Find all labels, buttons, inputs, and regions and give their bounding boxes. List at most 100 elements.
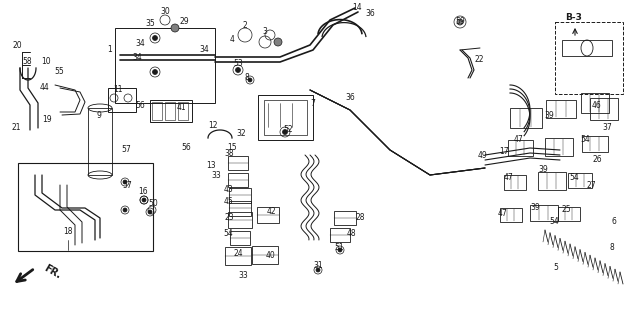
Bar <box>88 108 112 175</box>
Text: 8: 8 <box>610 244 614 252</box>
Text: 58: 58 <box>22 57 32 66</box>
Text: 54: 54 <box>223 229 233 238</box>
Circle shape <box>153 69 158 75</box>
Text: 54: 54 <box>549 218 559 227</box>
Bar <box>582 136 608 152</box>
Bar <box>225 247 251 265</box>
Circle shape <box>123 208 127 212</box>
Text: 39: 39 <box>538 165 548 174</box>
Text: B-3: B-3 <box>566 13 582 22</box>
Text: 38: 38 <box>224 148 234 157</box>
Bar <box>150 100 192 122</box>
Text: 44: 44 <box>40 84 50 92</box>
Text: 29: 29 <box>179 18 189 27</box>
Text: 34: 34 <box>135 38 145 47</box>
Text: 30: 30 <box>160 7 170 17</box>
Bar <box>258 95 313 140</box>
Text: 47: 47 <box>503 173 513 182</box>
Text: 42: 42 <box>266 207 276 217</box>
Text: 22: 22 <box>474 55 484 65</box>
Text: 45: 45 <box>224 197 234 206</box>
Text: 40: 40 <box>266 251 276 260</box>
Bar <box>228 173 248 187</box>
Text: 33: 33 <box>211 171 221 180</box>
Bar <box>229 188 251 203</box>
Text: 49: 49 <box>477 150 487 159</box>
Text: 14: 14 <box>352 4 362 12</box>
Bar <box>530 205 558 221</box>
Bar <box>558 207 580 221</box>
Text: 36: 36 <box>365 10 375 19</box>
Text: 56: 56 <box>181 143 191 153</box>
Text: 24: 24 <box>233 249 243 258</box>
Text: 10: 10 <box>41 57 51 66</box>
Text: 37: 37 <box>602 124 612 132</box>
Bar <box>504 175 526 190</box>
Circle shape <box>171 24 179 32</box>
Text: 47: 47 <box>498 209 508 218</box>
Bar <box>230 231 250 245</box>
Bar <box>115 28 215 103</box>
Circle shape <box>316 268 320 272</box>
Circle shape <box>142 198 146 202</box>
Text: 25: 25 <box>561 205 571 214</box>
Text: 53: 53 <box>233 59 243 68</box>
Text: 48: 48 <box>346 228 356 237</box>
Text: 54: 54 <box>580 135 590 145</box>
Bar <box>108 88 136 112</box>
Text: 11: 11 <box>113 85 122 94</box>
Text: 8: 8 <box>245 73 249 82</box>
Text: 59: 59 <box>455 18 465 27</box>
Bar <box>510 108 542 128</box>
Bar <box>568 173 592 188</box>
Bar <box>228 156 248 170</box>
Circle shape <box>148 210 152 214</box>
Text: 55: 55 <box>54 68 64 76</box>
Text: 43: 43 <box>223 186 233 195</box>
Bar <box>18 163 153 251</box>
Text: 56: 56 <box>135 100 145 109</box>
Bar <box>228 212 252 228</box>
Text: 15: 15 <box>227 143 237 153</box>
Bar <box>508 140 533 156</box>
Circle shape <box>153 36 158 41</box>
Circle shape <box>283 130 288 134</box>
Text: 35: 35 <box>145 20 155 28</box>
Text: 3: 3 <box>263 28 268 36</box>
Bar <box>257 207 279 223</box>
Circle shape <box>248 78 252 82</box>
Bar <box>546 100 576 118</box>
Text: 33: 33 <box>238 271 248 281</box>
Text: 52: 52 <box>283 124 293 133</box>
Circle shape <box>457 19 463 25</box>
Text: 17: 17 <box>499 148 509 156</box>
Text: 34: 34 <box>132 52 142 61</box>
Bar <box>545 138 573 156</box>
Bar <box>264 100 307 135</box>
Text: 57: 57 <box>122 180 132 189</box>
Bar <box>229 201 251 216</box>
Text: 54: 54 <box>569 173 579 182</box>
Text: 26: 26 <box>592 156 602 164</box>
Text: 36: 36 <box>345 93 355 102</box>
Bar <box>152 102 162 120</box>
Text: 2: 2 <box>242 20 247 29</box>
Text: 47: 47 <box>514 135 524 145</box>
Bar <box>334 211 356 225</box>
Bar <box>330 228 350 242</box>
Text: 5: 5 <box>553 263 558 273</box>
Text: 51: 51 <box>334 244 344 252</box>
Bar <box>252 246 278 264</box>
Text: 20: 20 <box>12 41 22 50</box>
Bar <box>538 172 566 190</box>
Text: 57: 57 <box>121 146 131 155</box>
Text: 41: 41 <box>176 102 186 111</box>
Text: 9: 9 <box>97 110 102 119</box>
Text: 13: 13 <box>206 161 216 170</box>
Text: 39: 39 <box>530 203 540 212</box>
Bar <box>178 102 188 120</box>
Circle shape <box>274 38 282 46</box>
Text: 28: 28 <box>355 213 365 222</box>
Text: 39: 39 <box>544 110 554 119</box>
Text: 27: 27 <box>586 181 596 190</box>
